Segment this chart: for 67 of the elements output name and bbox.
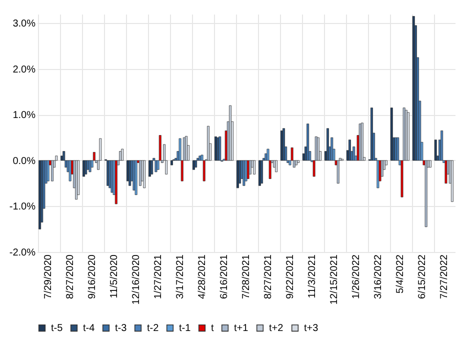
x-tick-label: 1/26/2022	[350, 254, 362, 299]
bar	[275, 160, 278, 172]
bar	[282, 128, 285, 161]
y-tick-label: 0.0%	[12, 156, 36, 167]
bar	[376, 160, 380, 188]
bar	[440, 130, 444, 161]
legend-label: t+1	[234, 323, 249, 334]
x-tick-label: 3/16/2022	[372, 254, 384, 299]
x-tick-label: 7/28/2021	[241, 254, 252, 299]
x-tick-label: 9/22/2021	[284, 254, 296, 299]
x-tick-label: 3/17/2021	[175, 254, 186, 299]
x-tick-label: 7/29/2020	[43, 254, 54, 299]
bar	[294, 160, 298, 166]
bar	[424, 160, 428, 228]
bar	[434, 140, 437, 161]
legend-label: t	[211, 323, 214, 334]
bar	[348, 140, 351, 161]
legend-label: t+2	[269, 323, 284, 334]
y-tick-label: -2.0%	[9, 248, 36, 258]
legend-label: t+3	[304, 323, 319, 334]
x-tick-label: 1/27/2021	[153, 254, 164, 299]
x-tick-label: 11/5/2020	[109, 254, 120, 298]
x-tick-label: 5/4/2022	[394, 254, 406, 294]
bar	[370, 108, 373, 161]
bar	[412, 16, 415, 161]
bar	[143, 160, 146, 188]
bar	[406, 112, 410, 161]
bar	[336, 160, 340, 184]
legend-label: t-5	[51, 323, 64, 334]
x-tick-label: 12/15/2021	[328, 254, 340, 305]
bar	[170, 160, 173, 166]
x-tick-label: 11/3/2021	[306, 254, 318, 298]
x-tick-label: 8/27/2020	[65, 254, 76, 299]
bar	[450, 160, 454, 202]
x-tick-label: 6/16/2021	[219, 254, 230, 299]
legend-label: t-2	[147, 323, 160, 334]
bar	[207, 126, 210, 161]
x-tick-label: 8/27/2021	[262, 254, 274, 299]
bar	[246, 160, 250, 179]
bar	[297, 160, 300, 163]
x-tick-label: 6/15/2022	[416, 254, 428, 299]
bar	[84, 160, 88, 174]
x-tick-label: 7/27/2022	[438, 254, 450, 299]
y-tick-label: 2.0%	[12, 64, 36, 76]
bar	[194, 160, 198, 168]
legend-label: t-3	[115, 323, 128, 334]
bar	[306, 124, 310, 161]
legend-label: t-4	[83, 323, 96, 334]
bar	[253, 160, 256, 174]
bar	[444, 160, 448, 184]
bar	[390, 108, 393, 161]
x-tick-label: 4/28/2021	[197, 254, 208, 299]
bar	[46, 160, 50, 182]
x-tick-label: 9/16/2020	[87, 254, 98, 299]
x-tick-label: 12/16/2020	[131, 254, 142, 305]
bar	[326, 128, 329, 161]
legend-label: t-1	[179, 323, 192, 334]
bar	[114, 160, 118, 204]
y-tick-label: 1.0%	[12, 110, 36, 122]
bar	[192, 160, 195, 170]
bar	[134, 160, 138, 195]
bar	[150, 160, 154, 174]
bar	[88, 160, 92, 172]
bar	[260, 160, 263, 184]
bar	[121, 148, 124, 161]
y-tick-label: -1.0%	[9, 202, 36, 213]
y-tick-label: 3.0%	[12, 18, 36, 30]
